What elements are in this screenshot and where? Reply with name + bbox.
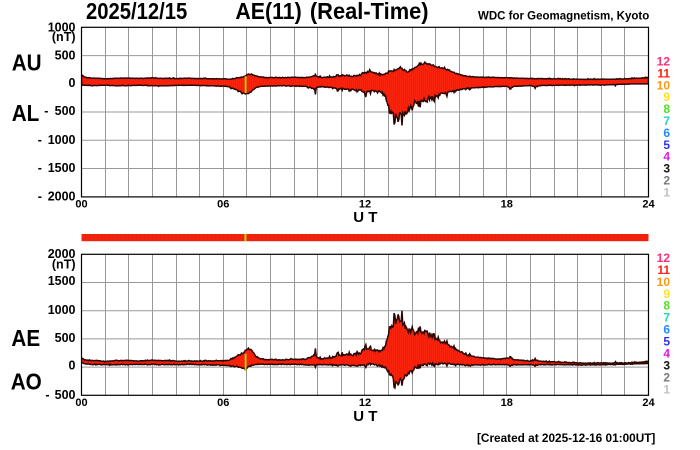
svg-text:7: 7 bbox=[663, 311, 670, 325]
svg-text:1: 1 bbox=[663, 185, 670, 199]
svg-text:WDC for Geomagnetism, Kyoto: WDC for Geomagnetism, Kyoto bbox=[478, 11, 649, 23]
svg-text:6: 6 bbox=[663, 323, 670, 337]
svg-text:2000: 2000 bbox=[48, 189, 76, 203]
svg-text:0: 0 bbox=[69, 76, 76, 90]
svg-text:11: 11 bbox=[657, 263, 670, 277]
svg-text:2: 2 bbox=[663, 173, 670, 187]
svg-text:2: 2 bbox=[663, 370, 670, 384]
svg-text:0: 0 bbox=[69, 359, 76, 373]
svg-text:1000: 1000 bbox=[48, 303, 76, 317]
svg-text:[Created at 2025-12-16 01:00UT: [Created at 2025-12-16 01:00UT] bbox=[477, 431, 655, 445]
svg-text:1500: 1500 bbox=[48, 161, 76, 175]
svg-text:(nT): (nT) bbox=[52, 258, 76, 272]
svg-text:4: 4 bbox=[663, 347, 670, 361]
svg-text:06: 06 bbox=[217, 199, 229, 211]
svg-text:(nT): (nT) bbox=[52, 30, 76, 44]
svg-text:11: 11 bbox=[657, 66, 670, 80]
svg-text:500: 500 bbox=[55, 388, 76, 402]
svg-text:12: 12 bbox=[657, 251, 671, 265]
svg-text:10: 10 bbox=[657, 275, 671, 289]
svg-text:24: 24 bbox=[642, 397, 655, 409]
svg-text:-: - bbox=[38, 161, 42, 175]
svg-text:24: 24 bbox=[642, 199, 655, 211]
svg-text:1500: 1500 bbox=[48, 274, 76, 288]
svg-text:18: 18 bbox=[501, 199, 513, 211]
svg-text:9: 9 bbox=[663, 287, 670, 301]
svg-text:06: 06 bbox=[217, 397, 229, 409]
svg-text:AU: AU bbox=[12, 49, 42, 75]
svg-text:10: 10 bbox=[657, 78, 671, 92]
svg-text:500: 500 bbox=[55, 104, 76, 118]
svg-text:12: 12 bbox=[657, 55, 671, 69]
svg-text:AL: AL bbox=[12, 100, 40, 126]
svg-text:8: 8 bbox=[663, 299, 670, 313]
svg-text:4: 4 bbox=[663, 150, 670, 164]
svg-text:6: 6 bbox=[663, 126, 670, 140]
svg-text:3: 3 bbox=[663, 162, 670, 176]
svg-text:00: 00 bbox=[75, 397, 87, 409]
svg-text:-: - bbox=[38, 133, 42, 147]
svg-text:1000: 1000 bbox=[48, 133, 76, 147]
svg-text:1: 1 bbox=[663, 382, 670, 396]
svg-text:500: 500 bbox=[55, 49, 76, 63]
svg-text:-: - bbox=[45, 388, 49, 402]
svg-text:U T: U T bbox=[353, 209, 377, 226]
svg-text:8: 8 bbox=[663, 102, 670, 116]
svg-text:AE(11): AE(11) bbox=[235, 0, 301, 24]
svg-text:500: 500 bbox=[55, 331, 76, 345]
svg-text:9: 9 bbox=[663, 90, 670, 104]
svg-text:AE: AE bbox=[11, 325, 40, 351]
svg-text:5: 5 bbox=[663, 335, 670, 349]
svg-text:-: - bbox=[44, 104, 48, 118]
svg-text:3: 3 bbox=[663, 358, 670, 372]
svg-text:18: 18 bbox=[501, 397, 513, 409]
svg-text:5: 5 bbox=[663, 138, 670, 152]
svg-text:1000: 1000 bbox=[48, 20, 76, 34]
svg-text:U T: U T bbox=[353, 408, 377, 425]
svg-text:12: 12 bbox=[359, 199, 371, 211]
svg-text:00: 00 bbox=[75, 199, 87, 211]
svg-text:12: 12 bbox=[359, 397, 371, 409]
svg-text:(Real-Time): (Real-Time) bbox=[310, 0, 429, 24]
svg-text:7: 7 bbox=[663, 114, 670, 128]
svg-text:2000: 2000 bbox=[48, 247, 76, 261]
svg-text:AO: AO bbox=[11, 369, 42, 395]
svg-text:-: - bbox=[38, 189, 42, 203]
svg-text:2025/12/15: 2025/12/15 bbox=[86, 0, 187, 24]
